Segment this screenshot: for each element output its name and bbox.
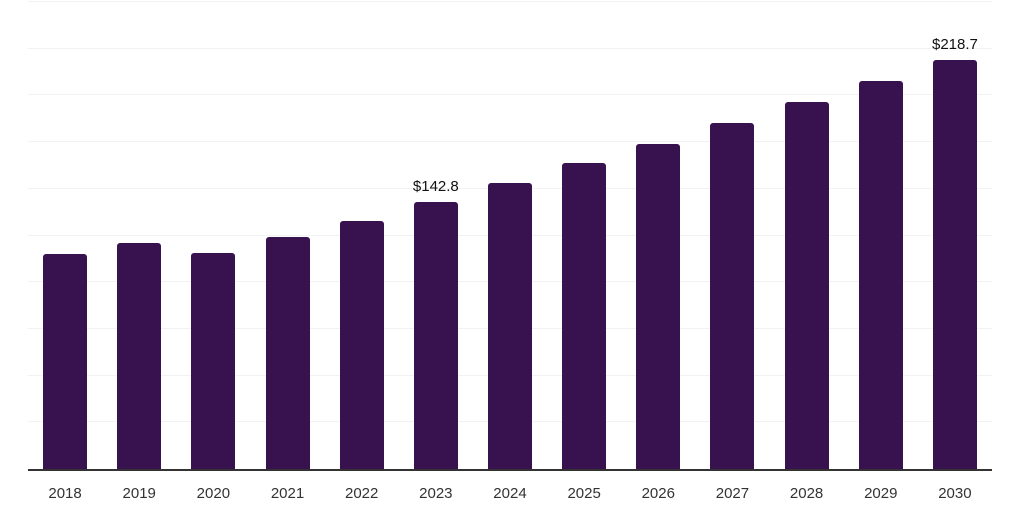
x-tick-label-2027: 2027 bbox=[715, 485, 750, 502]
x-tick-label-2026: 2026 bbox=[641, 485, 675, 502]
gridline bbox=[28, 47, 992, 49]
bar-2027 bbox=[710, 122, 755, 469]
x-tick-label-2028: 2028 bbox=[789, 485, 824, 502]
x-tick-label-2018: 2018 bbox=[48, 485, 82, 502]
bar-2018 bbox=[43, 253, 88, 469]
gridline bbox=[28, 94, 992, 96]
x-tick-label-2022: 2022 bbox=[344, 485, 379, 502]
bar-2019 bbox=[117, 242, 162, 469]
x-tick-label-2029: 2029 bbox=[864, 485, 898, 502]
plot-area: $142.8 $218.7 bbox=[28, 1, 992, 469]
bar-2021 bbox=[265, 236, 310, 469]
x-tick-label-2019: 2019 bbox=[122, 485, 156, 502]
x-tick-label-2030: 2030 bbox=[938, 485, 972, 502]
bar-2020 bbox=[191, 253, 236, 469]
x-tick-label-2025: 2025 bbox=[567, 485, 601, 502]
bar-2024 bbox=[488, 183, 532, 469]
x-axis-line bbox=[28, 469, 992, 471]
x-tick-label-2023: 2023 bbox=[419, 485, 453, 502]
x-tick-label-2024: 2024 bbox=[493, 485, 527, 502]
x-tick-label-2021: 2021 bbox=[270, 485, 305, 502]
x-axis-tick-labels: 2018 2019 2020 2021 2022 2023 2024 2025 2026 2027… bbox=[28, 484, 992, 504]
bar-2022 bbox=[339, 220, 384, 469]
bar-2029 bbox=[858, 81, 903, 469]
gridline bbox=[28, 1, 992, 2]
x-tick-label-2020: 2020 bbox=[196, 485, 231, 502]
bar-value-label-2030: $218.7 bbox=[931, 36, 978, 54]
bar-value-label-2023: $142.8 bbox=[412, 178, 459, 196]
bar-2030 bbox=[932, 60, 977, 469]
bar-2023 bbox=[413, 202, 458, 469]
gridline bbox=[28, 141, 992, 143]
bar-2026 bbox=[636, 144, 681, 469]
bar-2028 bbox=[784, 101, 829, 469]
bar-2025 bbox=[562, 163, 607, 469]
